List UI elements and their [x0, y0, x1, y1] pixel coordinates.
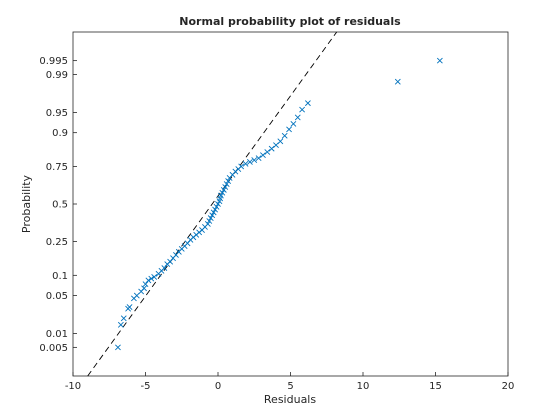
x-axis: -10 -5 0 5 10 15 20 — [65, 372, 515, 392]
data-point — [142, 281, 149, 288]
data-point — [286, 126, 292, 133]
data-point — [294, 114, 301, 121]
data-point — [217, 192, 224, 199]
data-point — [148, 275, 155, 282]
x-tick-label: -10 — [65, 381, 81, 392]
data-point — [264, 149, 271, 155]
data-point — [213, 203, 220, 210]
data-point — [255, 155, 262, 162]
x-tick-label: 5 — [287, 381, 293, 392]
data-point — [145, 277, 152, 284]
data-point — [207, 215, 214, 222]
y-axis-label: Probability — [20, 174, 33, 233]
data-point — [151, 274, 158, 280]
data-point — [117, 321, 124, 328]
x-tick-label: 20 — [502, 381, 515, 392]
y-axis: 0.005 0.01 0.05 0.1 0.25 0.5 0.75 0.9 0.95 0.99 0.… — [39, 56, 77, 354]
data-point — [225, 178, 232, 184]
data-point — [212, 206, 219, 213]
data-point — [436, 57, 443, 64]
data-point — [246, 159, 253, 165]
data-point — [161, 265, 168, 271]
data-point — [215, 201, 221, 207]
data-point — [299, 106, 306, 113]
reference-line — [87, 31, 338, 377]
data-point — [219, 189, 226, 196]
data-point — [238, 163, 245, 170]
data-points — [115, 57, 443, 351]
data-point — [394, 78, 401, 85]
data-point — [120, 315, 127, 322]
data-point — [268, 145, 275, 152]
x-tick-label: 15 — [429, 381, 442, 392]
data-point — [206, 218, 213, 224]
x-tick-label: 10 — [357, 381, 370, 392]
data-point — [251, 157, 258, 163]
data-point — [209, 212, 216, 219]
data-point — [220, 186, 227, 193]
x-tick-label: 0 — [215, 381, 221, 392]
data-point — [277, 138, 284, 145]
y-tick-label: 0.1 — [52, 271, 68, 282]
y-tick-label: 0.99 — [46, 70, 68, 81]
data-point — [260, 152, 266, 159]
data-point — [141, 285, 147, 292]
data-point — [281, 132, 288, 139]
y-tick-label: 0.9 — [52, 128, 68, 139]
y-tick-label: 0.005 — [39, 343, 68, 354]
x-axis-label: Residuals — [264, 393, 316, 406]
data-point — [126, 304, 133, 311]
data-point — [242, 160, 249, 167]
y-tick-label: 0.75 — [46, 162, 68, 173]
data-point — [290, 120, 297, 127]
y-tick-label: 0.95 — [46, 108, 68, 119]
y-tick-label: 0.01 — [46, 329, 68, 340]
data-point — [204, 221, 211, 227]
y-tick-label: 0.25 — [46, 237, 68, 248]
y-tick-label: 0.05 — [46, 291, 68, 302]
plot-area — [72, 31, 509, 377]
data-point — [222, 184, 229, 190]
data-point — [223, 181, 230, 187]
data-point — [210, 209, 217, 216]
chart-title: Normal probability plot of residuals — [179, 15, 401, 28]
data-point — [304, 100, 311, 107]
x-tick-label: -5 — [141, 381, 151, 392]
y-tick-label: 0.995 — [39, 56, 68, 67]
data-point — [115, 344, 121, 351]
y-tick-label: 0.5 — [52, 200, 68, 211]
